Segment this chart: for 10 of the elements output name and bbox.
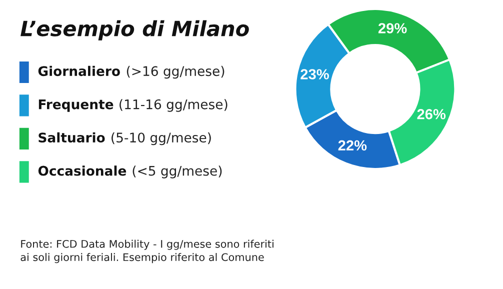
data-label: 29%	[378, 23, 407, 34]
data-label: 23%	[300, 69, 329, 80]
legend-label: Saltuario (5-10 gg/mese)	[38, 132, 211, 146]
source-note: Fonte: FCD Data Mobility - I gg/mese sono riferiti ai soli giorni feriali. Esempio riferito al Comune	[20, 240, 274, 264]
legend-label: Frequente (11-16 gg/mese)	[38, 99, 228, 112]
legend-label: Giornaliero (>16 gg/mese)	[38, 66, 224, 79]
legend-label: Occasionale (<5 gg/mese)	[38, 166, 222, 178]
chart-title: L’esempio di Milano	[20, 20, 249, 40]
data-label: 26%	[417, 108, 446, 120]
data-label: 22%	[338, 140, 367, 151]
